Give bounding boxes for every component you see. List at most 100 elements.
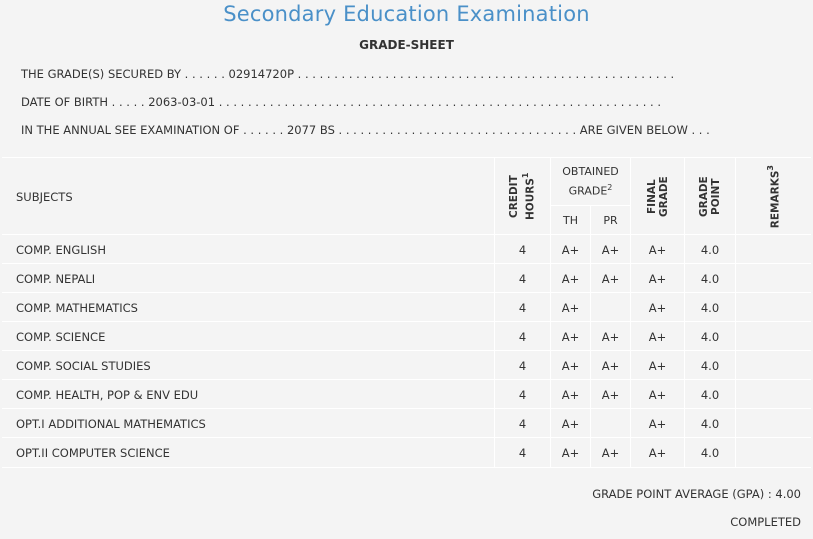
grade-point-header: GRADE POINT xyxy=(684,158,735,235)
final-grade-cell-text: A+ xyxy=(648,329,667,344)
table-header-row: SUBJECTS CREDIT HOURS1 OBTAINED GRADE2 T… xyxy=(2,157,811,235)
subject-cell-text: COMP. SCIENCE xyxy=(16,329,106,344)
grade-point-cell: 4.0 xyxy=(684,264,735,293)
pr-grade-cell: A+ xyxy=(590,380,630,409)
credit-hours-cell: 4 xyxy=(494,264,550,293)
pr-grade-cell: A+ xyxy=(590,322,630,351)
subject-cell-text: COMP. NEPALI xyxy=(16,271,96,286)
th-grade-cell: A+ xyxy=(550,438,590,467)
gpa-summary: GRADE POINT AVERAGE (GPA) : 4.00 xyxy=(592,487,801,501)
subject-cell-text: COMP. HEALTH, POP & ENV EDU xyxy=(16,387,199,402)
final-grade-cell: A+ xyxy=(630,409,684,438)
th-grade-cell: A+ xyxy=(550,264,590,293)
grade-point-cell-text: 4.0 xyxy=(700,271,720,286)
table-row: COMP. SOCIAL STUDIES 4 A+ A+ A+ 4.0 xyxy=(2,350,811,380)
final-grade-cell: A+ xyxy=(630,235,684,264)
credit-hours-cell: 4 xyxy=(494,380,550,409)
credit-hours-header-label: CREDIT HOURS xyxy=(508,175,537,221)
subject-cell: COMP. MATHEMATICS xyxy=(2,293,494,322)
th-grade-cell-text: A+ xyxy=(561,358,580,373)
subjects-header: SUBJECTS xyxy=(2,158,494,235)
pr-grade-cell xyxy=(590,293,630,322)
final-grade-header-label: FINAL GRADE xyxy=(645,176,670,217)
sheet-title: GRADE-SHEET xyxy=(359,38,454,52)
table-row: OPT.I ADDITIONAL MATHEMATICS 4 A+ A+ 4.0 xyxy=(2,408,811,438)
date-of-birth-line: DATE OF BIRTH . . . . . 2063-03-01 . . .… xyxy=(21,95,662,109)
credit-hours-header: CREDIT HOURS1 xyxy=(494,158,550,235)
final-grade-cell-text: A+ xyxy=(648,300,667,315)
subject-cell: COMP. ENGLISH xyxy=(2,235,494,264)
subject-cell: OPT.II COMPUTER SCIENCE xyxy=(2,438,494,467)
credit-hours-cell: 4 xyxy=(494,235,550,264)
subject-cell-text: COMP. SOCIAL STUDIES xyxy=(16,358,151,373)
subject-cell-text: OPT.II COMPUTER SCIENCE xyxy=(16,445,170,460)
table-row: COMP. SCIENCE 4 A+ A+ A+ 4.0 xyxy=(2,321,811,351)
obtained-grade-header-text: OBTAINED GRADE2 xyxy=(561,164,621,200)
grade-point-cell-text: 4.0 xyxy=(700,445,720,460)
th-grade-cell: A+ xyxy=(550,322,590,351)
pr-grade-cell xyxy=(590,409,630,438)
remarks-header: REMARKS3 xyxy=(735,158,811,235)
remarks-cell xyxy=(735,322,811,351)
grade-point-header-label: GRADE POINT xyxy=(698,176,722,217)
credit-hours-cell-text: 4 xyxy=(518,329,527,344)
subject-cell-text: COMP. ENGLISH xyxy=(16,242,106,257)
grade-point-cell: 4.0 xyxy=(684,293,735,322)
subject-cell: COMP. NEPALI xyxy=(2,264,494,293)
subject-cell-text: OPT.I ADDITIONAL MATHEMATICS xyxy=(16,416,206,431)
credit-hours-cell-text: 4 xyxy=(518,358,527,373)
credit-hours-cell-text: 4 xyxy=(518,271,527,286)
th-grade-cell: A+ xyxy=(550,409,590,438)
th-grade-cell-text: A+ xyxy=(561,329,580,344)
credit-hours-cell: 4 xyxy=(494,322,550,351)
table-row: COMP. MATHEMATICS 4 A+ A+ 4.0 xyxy=(2,292,811,322)
final-grade-cell: A+ xyxy=(630,293,684,322)
credit-hours-header-text: CREDIT HOURS1 xyxy=(508,158,537,235)
table-row: COMP. HEALTH, POP & ENV EDU 4 A+ A+ A+ 4.0 xyxy=(2,379,811,409)
th-header: TH xyxy=(550,205,590,235)
grade-point-cell-text: 4.0 xyxy=(700,358,720,373)
final-grade-cell: A+ xyxy=(630,438,684,467)
grade-point-cell: 4.0 xyxy=(684,235,735,264)
grade-point-cell-text: 4.0 xyxy=(700,416,720,431)
credit-hours-cell: 4 xyxy=(494,293,550,322)
th-grade-cell-text: A+ xyxy=(561,242,580,257)
grade-point-cell-text: 4.0 xyxy=(700,387,720,402)
pr-grade-cell-text: A+ xyxy=(601,329,620,344)
th-grade-cell: A+ xyxy=(550,235,590,264)
remarks-cell xyxy=(735,293,811,322)
th-grade-cell-text: A+ xyxy=(561,445,580,460)
remarks-cell xyxy=(735,264,811,293)
final-grade-cell-text: A+ xyxy=(648,358,667,373)
table-footer xyxy=(2,467,811,539)
page-title: Secondary Education Examination xyxy=(223,2,590,26)
subject-cell: OPT.I ADDITIONAL MATHEMATICS xyxy=(2,409,494,438)
subject-cell: COMP. SOCIAL STUDIES xyxy=(2,351,494,380)
credit-hours-cell-text: 4 xyxy=(518,242,527,257)
subject-cell: COMP. HEALTH, POP & ENV EDU xyxy=(2,380,494,409)
remarks-cell xyxy=(735,380,811,409)
grade-point-cell-text: 4.0 xyxy=(700,300,720,315)
credit-hours-cell: 4 xyxy=(494,409,550,438)
th-grade-cell-text: A+ xyxy=(561,387,580,402)
examination-line: IN THE ANNUAL SEE EXAMINATION OF . . . .… xyxy=(21,123,710,137)
final-grade-cell-text: A+ xyxy=(648,387,667,402)
remarks-cell xyxy=(735,235,811,264)
pr-grade-cell-text: A+ xyxy=(601,445,620,460)
final-grade-cell: A+ xyxy=(630,351,684,380)
subjects-header-label: SUBJECTS xyxy=(16,189,73,204)
pr-grade-cell-text: A+ xyxy=(601,242,620,257)
final-grade-cell-text: A+ xyxy=(648,242,667,257)
secured-by-line: THE GRADE(S) SECURED BY . . . . . . 0291… xyxy=(21,67,675,81)
th-grade-cell: A+ xyxy=(550,293,590,322)
pr-header: PR xyxy=(590,205,630,235)
completion-status: COMPLETED xyxy=(730,515,801,529)
final-grade-cell-text: A+ xyxy=(648,445,667,460)
final-grade-cell: A+ xyxy=(630,264,684,293)
remarks-cell xyxy=(735,409,811,438)
th-grade-cell-text: A+ xyxy=(561,416,580,431)
remarks-sup: 3 xyxy=(766,164,776,171)
pr-grade-cell: A+ xyxy=(590,235,630,264)
th-header-label: TH xyxy=(563,214,578,227)
th-grade-cell-text: A+ xyxy=(561,300,580,315)
